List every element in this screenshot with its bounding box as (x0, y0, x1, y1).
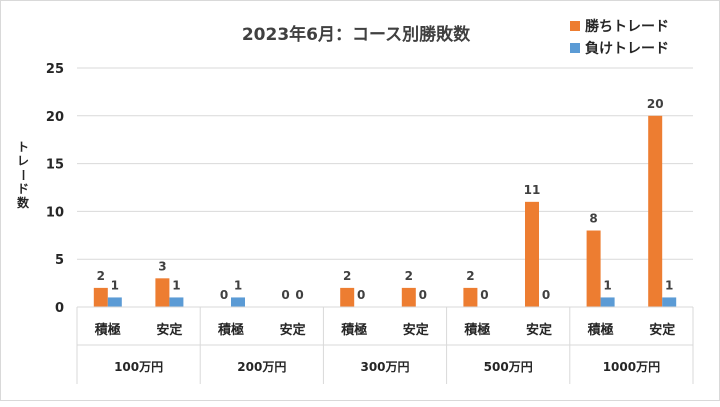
y-tick-label: 10 (46, 205, 64, 220)
bar-loss (662, 297, 677, 307)
data-label: 0 (480, 288, 488, 302)
y-axis-label-char: 数 (17, 195, 30, 210)
data-label: 8 (589, 212, 597, 226)
bars (93, 115, 677, 307)
x-category-label: 積極 (217, 322, 244, 338)
x-group-label: 500万円 (484, 360, 533, 374)
y-tick-label: 25 (46, 62, 64, 77)
data-label: 1 (603, 278, 611, 292)
y-tick-label: 5 (55, 253, 64, 268)
x-group-label: 300万円 (360, 360, 409, 374)
data-label: 11 (524, 183, 541, 197)
data-label: 2 (343, 269, 351, 283)
x-group-label: 100万円 (114, 360, 163, 374)
bar-win (525, 201, 539, 307)
x-category-label: 積極 (94, 322, 121, 338)
data-label: 1 (234, 278, 242, 292)
data-label: 2 (405, 269, 413, 283)
data-label: 1 (665, 278, 673, 292)
data-label: 1 (172, 278, 180, 292)
y-axis-label-char: ト (17, 140, 29, 154)
data-label: 0 (357, 288, 365, 302)
bar-win (586, 230, 601, 307)
x-group-label: 200万円 (237, 360, 286, 374)
data-label: 1 (111, 278, 119, 292)
data-label: 2 (466, 269, 474, 283)
legend-label: 負けトレード (585, 40, 669, 57)
y-axis-ticks: 0 5 10 15 20 25 (46, 62, 64, 316)
x-group-label: 1000万円 (603, 360, 660, 374)
data-label: 0 (419, 288, 427, 302)
bar-loss (231, 297, 245, 307)
bar-loss (107, 297, 122, 307)
x-category-label: 安定 (526, 322, 552, 338)
bar-loss (169, 297, 184, 307)
y-axis-label-char: ド (17, 182, 29, 196)
data-label: 0 (295, 288, 303, 302)
y-axis-label-char: ー (16, 169, 30, 181)
x-category-label: 安定 (649, 322, 675, 338)
data-label: 3 (158, 259, 166, 273)
legend-swatch (570, 43, 580, 53)
data-label: 0 (542, 288, 550, 302)
bar-win (340, 287, 355, 307)
legend-swatch (570, 21, 580, 31)
bar-win (463, 287, 478, 307)
y-tick-label: 20 (46, 110, 64, 125)
x-category-label: 積極 (340, 322, 367, 338)
bar-win (648, 115, 663, 307)
y-axis-label-char: レ (17, 154, 29, 168)
bar-win (155, 278, 170, 307)
x-category-label: 安定 (280, 322, 306, 338)
x-category-label: 積極 (463, 322, 490, 338)
data-label: 0 (220, 288, 228, 302)
x-category-label: 安定 (403, 322, 429, 338)
x-category-label: 安定 (156, 322, 182, 338)
data-label: 0 (281, 288, 289, 302)
y-tick-label: 0 (55, 301, 64, 316)
legend-label: 勝ちトレード (585, 18, 669, 35)
bar-win (401, 287, 416, 307)
data-label: 20 (647, 97, 664, 111)
bar-win (93, 287, 108, 307)
y-tick-label: 15 (46, 158, 64, 173)
data-label: 2 (97, 269, 105, 283)
x-axis: 積極 安定 100万円 積極 安定 200万円 積極 安定 300万円 積極 安定 500万円 積極 安定… (76, 306, 694, 384)
bar-loss (600, 297, 615, 307)
x-category-label: 積極 (587, 322, 614, 338)
chart-title: 2023年6月：コース別勝敗数 (242, 24, 471, 45)
